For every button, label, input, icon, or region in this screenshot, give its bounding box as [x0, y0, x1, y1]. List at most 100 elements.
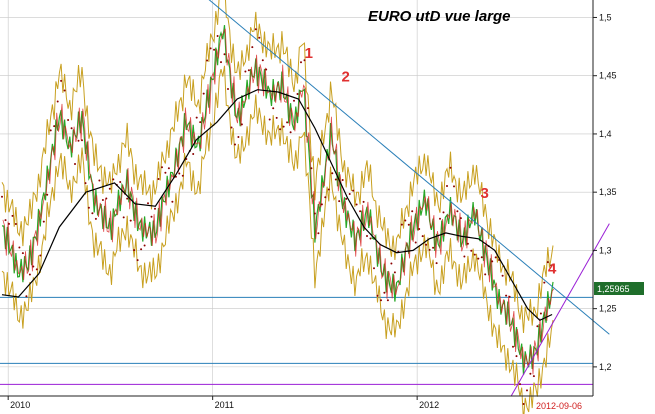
sar-dot: [18, 246, 21, 249]
sar-dot: [352, 189, 355, 192]
sar-dot: [439, 217, 441, 220]
sar-dot: [373, 267, 375, 270]
sar-dot: [258, 36, 261, 39]
sar-dot: [136, 259, 139, 262]
sar-dot: [456, 210, 459, 213]
sar-dot: [4, 219, 7, 222]
sar-dot: [126, 197, 129, 200]
sar-dot: [466, 242, 469, 245]
sar-dot: [70, 127, 73, 130]
sar-dot: [414, 241, 417, 244]
sar-dot: [369, 237, 372, 240]
y-tick-label: 1,45: [599, 71, 617, 81]
sar-dot: [98, 179, 101, 182]
sar-dot: [473, 253, 476, 256]
sar-dot: [254, 28, 257, 31]
sar-dot: [526, 389, 528, 392]
sar-dot: [56, 100, 59, 103]
sar-dot: [192, 153, 195, 155]
sar-dot: [28, 273, 31, 276]
sar-dot: [77, 139, 80, 142]
sar-dot: [101, 199, 104, 201]
chart-title: EURO utD vue large: [368, 8, 511, 25]
sar-dot: [536, 325, 539, 328]
sar-dot: [470, 249, 473, 252]
sar-dot: [446, 185, 448, 187]
sar-dot: [463, 255, 466, 258]
sar-dot: [164, 171, 167, 174]
sar-dot: [366, 235, 368, 237]
sar-dot: [432, 246, 435, 249]
sar-dot: [251, 46, 254, 49]
sar-dot: [154, 207, 156, 210]
sar-dot: [25, 295, 28, 298]
x-axis: 2010 2011 2012: [7, 396, 439, 410]
sar-dot: [442, 211, 445, 214]
y-tick-label: 1,3: [599, 245, 612, 255]
sar-dot: [119, 181, 122, 183]
last-price-box: [594, 282, 644, 295]
sar-dot: [480, 256, 483, 259]
sar-dot: [546, 261, 549, 264]
sar-dot: [519, 383, 521, 386]
sar-dot: [234, 143, 236, 146]
sar-dot: [393, 271, 396, 274]
sar-dot: [108, 187, 111, 190]
sar-dot: [275, 116, 278, 119]
sar-dot: [355, 203, 358, 206]
sar-dot: [543, 281, 546, 284]
sar-dot: [49, 129, 52, 132]
sar-dot: [459, 217, 462, 220]
sar-dot: [199, 121, 202, 124]
sar-dot: [244, 70, 247, 73]
sar-dot: [87, 206, 90, 209]
sar-dot: [522, 403, 525, 405]
descending-trendline: [208, 0, 610, 335]
sar-dot: [227, 88, 229, 90]
sar-dot: [317, 232, 320, 235]
sar-dot: [491, 260, 494, 263]
horizontal-lines: [0, 296, 593, 385]
x-tick-label: 2012: [419, 400, 439, 410]
sar-dot: [484, 273, 487, 276]
wave-label-4: 4: [548, 261, 557, 278]
sar-dot: [539, 312, 542, 315]
sar-dot: [338, 200, 341, 203]
sar-dot: [21, 252, 24, 255]
sar-dot: [529, 372, 532, 375]
sar-dot: [237, 136, 240, 138]
price-line-secondary: [2, 28, 555, 375]
sar-dot: [157, 178, 160, 180]
wave-label-1: 1: [305, 45, 313, 62]
sar-dot: [181, 174, 184, 177]
sar-dot: [202, 92, 205, 95]
sar-dot: [147, 202, 149, 205]
sar-dot: [282, 125, 285, 128]
sar-dot: [60, 79, 63, 82]
sar-dot: [320, 203, 323, 206]
sar-dot: [14, 223, 17, 225]
sar-dot: [411, 210, 414, 213]
sar-dot: [327, 188, 330, 191]
sar-dot: [348, 193, 351, 195]
sar-dot: [81, 139, 83, 142]
sar-dot: [303, 59, 306, 62]
sar-dot: [508, 295, 511, 298]
y-tick-label: 1,4: [599, 129, 612, 139]
sar-dot: [240, 123, 243, 126]
sar-dot: [435, 262, 438, 265]
sar-dot: [195, 116, 198, 119]
sar-dot: [223, 53, 226, 56]
sar-dot: [84, 182, 87, 185]
chart-grid: [0, 0, 593, 396]
sar-dot: [289, 131, 292, 134]
sar-dot: [505, 294, 508, 297]
sar-dot: [421, 235, 424, 238]
current-date-label: 2012-09-06: [536, 401, 582, 411]
sar-dot: [310, 167, 313, 170]
sar-dot: [293, 99, 295, 102]
sar-dot: [296, 93, 299, 95]
bollinger-lower: [1, 65, 554, 414]
bollinger-upper: [1, 0, 554, 334]
